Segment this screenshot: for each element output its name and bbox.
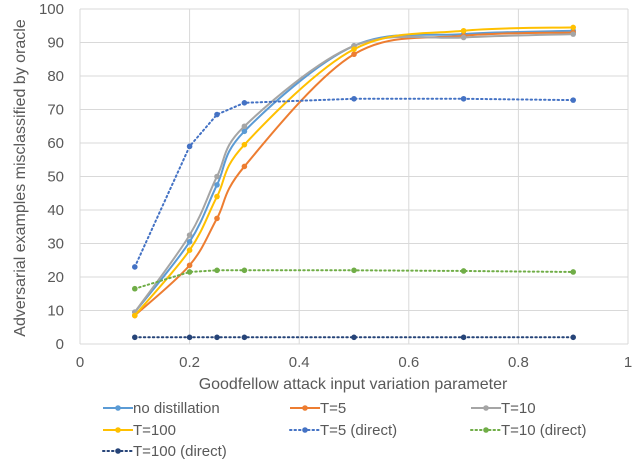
- data-point: [214, 334, 220, 341]
- data-point: [351, 267, 357, 274]
- series-line: [133, 97, 575, 268]
- x-tick-label: 0: [76, 354, 84, 371]
- y-tick-label: 70: [47, 102, 64, 119]
- legend-item: no distillation: [103, 400, 220, 417]
- data-point: [351, 95, 357, 102]
- y-axis-ticks: 0 10 20 30 40 50 60 70 80 90 100: [39, 1, 64, 353]
- data-point: [570, 97, 576, 103]
- data-point: [186, 262, 193, 269]
- data-point: [186, 269, 193, 275]
- data-point: [186, 247, 193, 253]
- data-point: [460, 27, 467, 34]
- x-tick-label: 0.8: [508, 354, 529, 371]
- data-point: [241, 334, 248, 341]
- data-point: [570, 31, 576, 37]
- x-tick-label: 0.6: [398, 354, 419, 371]
- y-tick-label: 40: [47, 202, 64, 219]
- data-point: [186, 143, 193, 150]
- x-tick-label: 0.2: [179, 354, 200, 371]
- data-point: [460, 334, 467, 341]
- data-point: [241, 123, 248, 130]
- data-point: [186, 334, 193, 341]
- legend-label: T=10 (direct): [501, 422, 586, 439]
- legend-item: T=5 (direct): [289, 422, 397, 439]
- legend-label: T=100: [133, 422, 176, 439]
- y-tick-label: 50: [47, 169, 64, 186]
- legend-swatch-marker: [115, 427, 121, 433]
- y-tick-label: 80: [47, 68, 64, 85]
- legend: no distillation T=5 T=10 T=100 T=5 (direct) T…: [102, 400, 586, 460]
- data-point: [570, 334, 576, 341]
- legend-label: no distillation: [133, 400, 220, 417]
- data-point: [214, 193, 220, 200]
- y-tick-label: 20: [47, 269, 64, 286]
- data-point: [214, 267, 220, 274]
- legend-swatch-marker: [302, 405, 308, 411]
- x-axis-title: Goodfellow attack input variation parame…: [199, 376, 508, 393]
- data-point: [241, 163, 248, 170]
- plot-series: [132, 24, 576, 341]
- gridlines: [79, 8, 629, 345]
- legend-label: T=100 (direct): [133, 443, 227, 460]
- data-point: [214, 182, 220, 188]
- data-point: [241, 100, 248, 106]
- series-t-5: [132, 29, 576, 319]
- legend-swatch-marker: [115, 405, 121, 411]
- data-point: [132, 264, 138, 270]
- data-point: [241, 141, 248, 148]
- legend-label: T=10: [501, 400, 536, 417]
- legend-item: T=5: [290, 400, 346, 417]
- y-axis-title: Adversarial examples misclassified by or…: [12, 19, 29, 337]
- data-point: [351, 46, 357, 52]
- data-point: [214, 215, 220, 222]
- data-point: [132, 334, 138, 341]
- series-t-100-direct: [132, 334, 576, 341]
- y-tick-label: 60: [47, 135, 64, 152]
- y-tick-label: 100: [39, 1, 64, 18]
- legend-swatch-marker: [483, 405, 489, 411]
- data-point: [132, 285, 138, 292]
- legend-swatch-marker: [115, 448, 121, 454]
- y-tick-label: 0: [56, 336, 64, 353]
- x-tick-label: 0.4: [289, 354, 310, 371]
- x-axis-ticks: 0 0.2 0.4 0.6 0.8 1: [76, 354, 632, 371]
- legend-label: T=5: [320, 400, 346, 417]
- data-point: [460, 95, 467, 102]
- data-point: [351, 334, 357, 341]
- data-point: [186, 239, 193, 245]
- y-tick-label: 10: [47, 303, 64, 320]
- series-t-10-direct: [132, 267, 576, 292]
- legend-item: T=100: [103, 422, 176, 439]
- data-point: [241, 267, 248, 274]
- y-tick-label: 90: [47, 35, 64, 52]
- data-point: [241, 128, 248, 135]
- legend-swatch-marker: [483, 427, 489, 433]
- legend-item: T=10 (direct): [470, 422, 586, 439]
- series-t-5-direct: [132, 95, 576, 270]
- data-point: [460, 34, 467, 41]
- data-point: [570, 269, 576, 275]
- legend-item: T=100 (direct): [102, 443, 227, 460]
- legend-label: T=5 (direct): [320, 422, 397, 439]
- legend-swatch-marker: [302, 427, 308, 433]
- data-point: [570, 24, 576, 31]
- series-t-100: [132, 24, 576, 319]
- y-tick-label: 30: [47, 236, 64, 253]
- data-point: [132, 312, 138, 319]
- data-point: [460, 268, 467, 274]
- data-point: [214, 173, 220, 180]
- data-point: [186, 232, 193, 238]
- data-point: [351, 51, 357, 58]
- x-tick-label: 1: [624, 354, 632, 371]
- legend-item: T=10: [471, 400, 536, 417]
- data-point: [214, 111, 220, 118]
